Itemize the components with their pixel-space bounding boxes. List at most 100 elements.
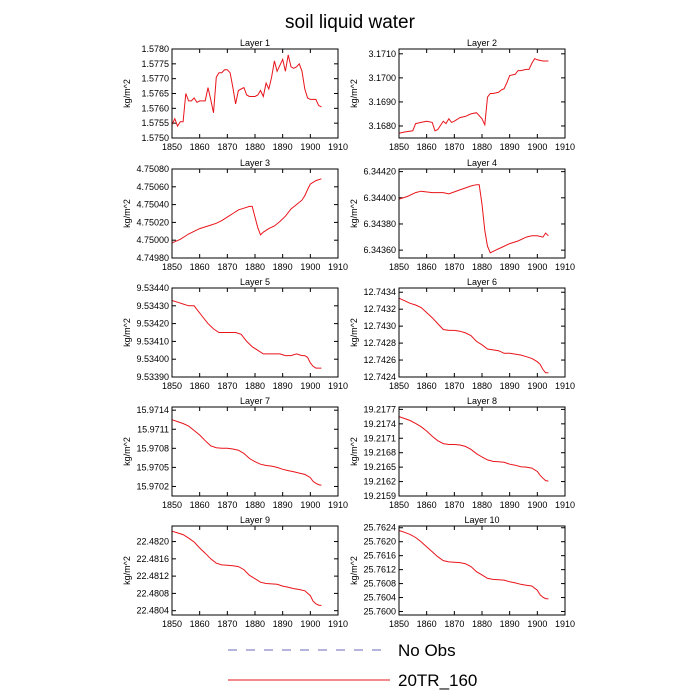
y-tick-label: 6.34400 <box>363 193 396 203</box>
x-tick-label: 1900 <box>527 619 547 629</box>
x-tick-label: 1900 <box>300 262 320 272</box>
x-tick-label: 1890 <box>500 619 520 629</box>
x-tick-label: 1870 <box>444 500 464 510</box>
plot-frame <box>171 48 339 139</box>
x-tick-label: 1900 <box>527 142 547 152</box>
series-line-20tr-160 <box>398 57 549 134</box>
x-tick-label: 1860 <box>417 381 437 391</box>
series-line-20tr-160 <box>171 54 322 128</box>
x-tick-label: 1890 <box>500 500 520 510</box>
plot-frame <box>398 287 566 378</box>
series-line-20tr-160 <box>398 530 549 600</box>
panel-title: Layer 4 <box>467 158 497 168</box>
plot-frame <box>171 168 339 259</box>
chart-title: soil liquid water <box>285 12 416 33</box>
x-tick-label: 1880 <box>245 142 265 152</box>
x-tick-label: 1900 <box>300 500 320 510</box>
x-tick-label: 1880 <box>472 262 492 272</box>
series-line-20tr-160 <box>398 416 549 482</box>
y-tick-label: 3.1700 <box>368 73 396 83</box>
y-tick-label: 22.4804 <box>136 606 169 616</box>
x-tick-label: 1910 <box>555 619 575 629</box>
panel-layer-6: Layer 6 kg/m^2 1850 1860 1870 1880 1890 1900 191… <box>349 277 575 391</box>
x-tick-label: 1880 <box>472 619 492 629</box>
y-tick-label: 19.2159 <box>363 491 396 501</box>
x-tick-label: 1870 <box>217 500 237 510</box>
x-tick-label: 1910 <box>328 142 348 152</box>
x-tick-label: 1900 <box>300 619 320 629</box>
y-tick-label: 4.75060 <box>136 182 169 192</box>
x-tick-label: 1870 <box>217 262 237 272</box>
x-tick-label: 1910 <box>555 500 575 510</box>
x-tick-label: 1910 <box>328 262 348 272</box>
panel-layer-1: Layer 1 kg/m^2 1850 1860 1870 1880 1890 1900 191… <box>122 38 348 152</box>
x-tick-label: 1850 <box>162 262 182 272</box>
y-tick-label: 12.7428 <box>363 338 396 348</box>
y-tick-label: 9.53400 <box>136 354 169 364</box>
y-tick-label: 12.7424 <box>363 372 396 382</box>
y-tick-label: 22.4812 <box>136 571 169 581</box>
x-tick-label: 1890 <box>273 619 293 629</box>
y-tick-label: 9.53410 <box>136 336 169 346</box>
panel-grid: Layer 1 kg/m^2 1850 1860 1870 1880 1890 1900 191… <box>122 38 575 629</box>
x-tick-label: 1860 <box>417 619 437 629</box>
x-tick-label: 1850 <box>162 381 182 391</box>
x-tick-label: 1880 <box>472 500 492 510</box>
x-tick-label: 1900 <box>300 381 320 391</box>
series-line-20tr-160 <box>398 184 549 254</box>
x-tick-label: 1850 <box>389 381 409 391</box>
plot-frame <box>171 287 339 378</box>
x-tick-label: 1900 <box>300 142 320 152</box>
x-tick-label: 1850 <box>389 262 409 272</box>
y-tick-label: 6.34420 <box>363 167 396 177</box>
y-axis-label: kg/m^2 <box>349 556 359 585</box>
x-tick-label: 1860 <box>417 500 437 510</box>
plot-frame <box>398 48 566 139</box>
y-tick-label: 4.75040 <box>136 200 169 210</box>
y-tick-label: 15.9711 <box>137 424 169 434</box>
x-tick-label: 1850 <box>389 142 409 152</box>
x-tick-label: 1870 <box>444 142 464 152</box>
y-tick-label: 22.4808 <box>136 588 169 598</box>
x-tick-label: 1870 <box>444 619 464 629</box>
panel-title: Layer 3 <box>240 158 270 168</box>
y-tick-label: 3.1680 <box>368 121 396 131</box>
panel-layer-10: Layer 10 kg/m^2 1850 1860 1870 1880 1890 1900 19… <box>349 515 575 629</box>
y-axis-label: kg/m^2 <box>122 199 132 228</box>
y-axis-label: kg/m^2 <box>122 318 132 347</box>
y-tick-label: 15.9705 <box>136 462 169 472</box>
x-tick-label: 1890 <box>273 500 293 510</box>
x-tick-label: 1860 <box>190 262 210 272</box>
panel-title: Layer 9 <box>240 515 270 525</box>
series-line-20tr-160 <box>171 300 322 369</box>
x-tick-label: 1870 <box>217 619 237 629</box>
x-tick-label: 1890 <box>273 142 293 152</box>
y-tick-label: 9.53390 <box>136 372 169 382</box>
x-tick-label: 1860 <box>190 142 210 152</box>
series-line-20tr-160 <box>398 297 549 374</box>
y-tick-label: 19.2177 <box>363 404 396 414</box>
x-tick-label: 1910 <box>555 142 575 152</box>
y-tick-label: 3.1710 <box>368 49 396 59</box>
y-axis-label: kg/m^2 <box>349 199 359 228</box>
y-tick-label: 15.9708 <box>136 443 169 453</box>
x-tick-label: 1890 <box>500 381 520 391</box>
y-tick-label: 25.7612 <box>363 565 396 575</box>
x-tick-label: 1890 <box>500 142 520 152</box>
plot-frame <box>398 406 566 497</box>
x-tick-label: 1900 <box>527 262 547 272</box>
plot-frame <box>398 168 566 259</box>
y-tick-label: 22.4816 <box>136 554 169 564</box>
x-tick-label: 1900 <box>527 500 547 510</box>
y-tick-label: 19.2174 <box>363 419 396 429</box>
x-tick-label: 1880 <box>245 500 265 510</box>
y-tick-label: 9.53430 <box>136 301 169 311</box>
y-tick-label: 25.7600 <box>363 607 396 617</box>
y-tick-label: 4.74980 <box>136 253 169 263</box>
y-tick-label: 25.7604 <box>363 593 396 603</box>
panel-layer-3: Layer 3 kg/m^2 1850 1860 1870 1880 1890 1900 191… <box>122 158 348 272</box>
panel-title: Layer 5 <box>240 277 270 287</box>
x-tick-label: 1890 <box>273 262 293 272</box>
y-tick-label: 1.5755 <box>141 118 169 128</box>
